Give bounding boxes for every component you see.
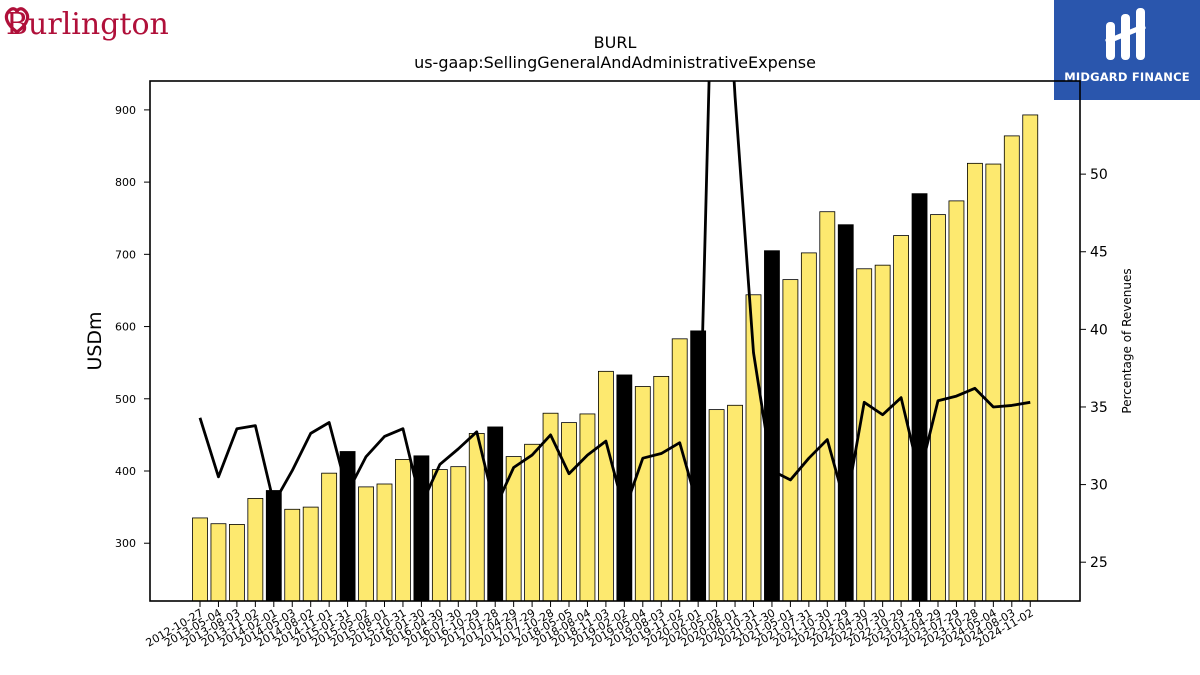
y-tick-label: 600 (115, 321, 136, 334)
bar (948, 200, 965, 602)
bar (192, 517, 208, 602)
bar (634, 386, 651, 602)
bar (819, 211, 836, 602)
bar (874, 264, 891, 602)
y-tick-label: 300 (115, 537, 136, 550)
bar (228, 524, 245, 602)
bar (579, 413, 596, 602)
bar (265, 490, 282, 602)
bar (210, 523, 227, 602)
y-tick-label: 400 (115, 465, 136, 478)
bar (671, 338, 688, 602)
x-axis: 2012-10-272013-05-042013-08-032013-11-02… (144, 601, 1036, 650)
line-series (198, 81, 1031, 513)
burlington-logo: Burlington (4, 7, 169, 42)
bar (376, 483, 393, 602)
bar-series (192, 114, 1039, 602)
bar (524, 443, 540, 602)
bar (487, 426, 504, 602)
bar (450, 466, 467, 602)
bar (967, 162, 983, 602)
y2-tick-label: 30 (1090, 478, 1108, 494)
bar (395, 459, 411, 602)
y-axis-label: USDm (84, 311, 106, 370)
bar (782, 279, 799, 602)
bar (431, 469, 448, 602)
y-tick-label: 900 (115, 104, 136, 117)
bar (708, 409, 725, 602)
bar (985, 163, 1002, 602)
sponsor-name: MIDGARD FINANCE (1064, 70, 1190, 84)
sponsor-badge: MIDGARD FINANCE (1054, 0, 1200, 100)
bar (1022, 114, 1039, 602)
bar (321, 472, 338, 602)
bar (837, 224, 854, 602)
bar (561, 422, 577, 602)
bar (302, 506, 319, 602)
y2-tick-label: 50 (1090, 167, 1108, 183)
y-tick-label: 500 (115, 393, 136, 406)
bar (1003, 135, 1020, 602)
series-line (198, 81, 1031, 513)
chart-title: BURL (594, 33, 637, 52)
bar (284, 508, 301, 602)
y-tick-label: 800 (115, 176, 136, 189)
bar (800, 252, 817, 602)
bar (653, 375, 670, 602)
sponsor-logo-icon (1105, 8, 1146, 60)
plot-frame (149, 80, 1081, 602)
y-tick-label: 700 (115, 248, 136, 261)
y2-tick-label: 25 (1090, 555, 1108, 571)
bar (764, 250, 780, 602)
bar (358, 486, 374, 602)
bar (598, 370, 614, 602)
y2-axis-label: Percentage of Revenues (1120, 268, 1134, 413)
bar (727, 404, 743, 602)
y-axis: 300 400 500 600 700 800 900 (115, 104, 150, 550)
y2-tick-label: 40 (1090, 322, 1108, 338)
heart-icon (4, 7, 30, 34)
chart-subtitle: us-gaap:SellingGeneralAndAdministrativeE… (414, 53, 816, 72)
brand-name: Burlington (6, 7, 169, 42)
bar (930, 214, 946, 602)
y2-tick-label: 35 (1090, 400, 1108, 416)
y2-axis: 25 30 35 40 45 50 (1080, 167, 1108, 571)
bar (247, 498, 264, 602)
y2-tick-label: 45 (1090, 245, 1108, 261)
bar (911, 193, 928, 602)
